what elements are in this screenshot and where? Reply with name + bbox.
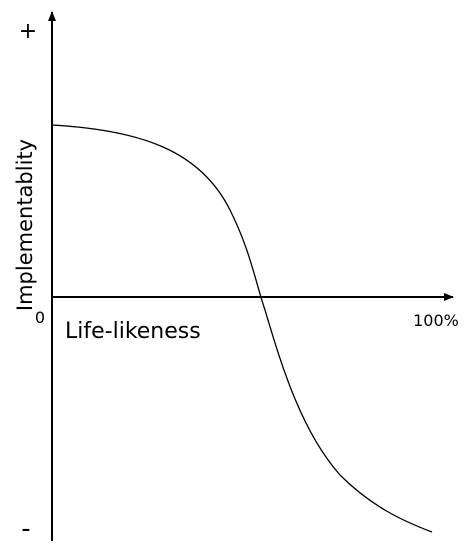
x-origin-label: 0 (35, 308, 45, 327)
curve (51, 124, 433, 533)
x-axis-label: Life-likeness (65, 319, 201, 344)
y-top-label: + (19, 19, 37, 44)
y-axis-label: Implementablity (13, 139, 37, 311)
x-end-label: 100% (413, 311, 459, 330)
y-bottom-label: - (21, 514, 30, 541)
